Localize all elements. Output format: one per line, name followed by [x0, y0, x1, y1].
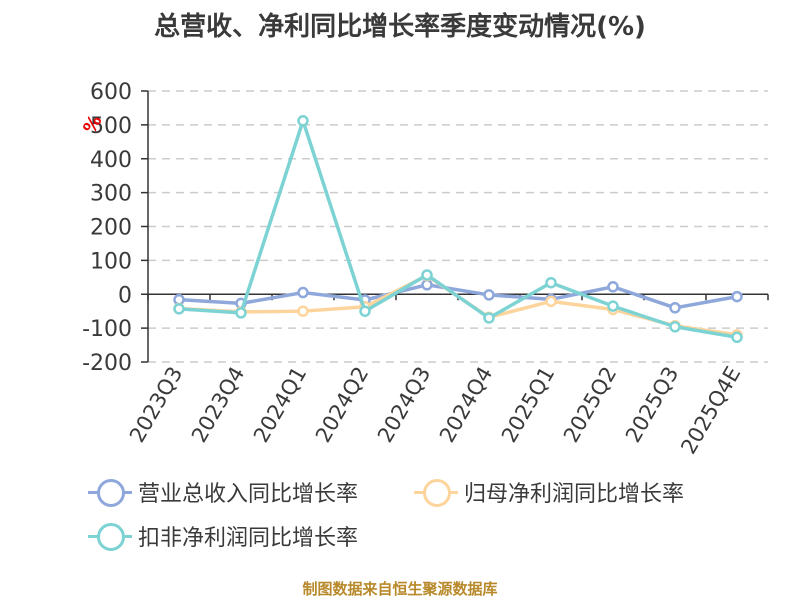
x-tick-label: 2023Q4	[187, 363, 249, 447]
series-2	[173, 115, 743, 344]
x-tick-label: 2024Q1	[249, 363, 311, 447]
y-tick-label: -100	[82, 317, 132, 342]
data-point[interactable]	[421, 279, 433, 291]
x-axis: 2023Q3 2023Q4 2024Q1 2024Q2 2024Q3 2024Q4 2025…	[125, 294, 769, 459]
data-point[interactable]	[607, 281, 619, 293]
y-tick-label: 100	[90, 249, 132, 274]
legend-item-revenue[interactable]: 营业总收入同比增长率	[88, 476, 358, 508]
x-tick-label: 2024Q3	[373, 363, 435, 447]
x-tick-label: 2023Q3	[125, 363, 187, 447]
data-point[interactable]	[297, 286, 309, 299]
data-point[interactable]	[421, 269, 433, 281]
y-tick-label: 300	[90, 182, 132, 207]
legend-item-deducted-net-profit[interactable]: 扣非净利润同比增长率	[88, 520, 358, 552]
data-point[interactable]	[483, 312, 495, 324]
data-point[interactable]	[483, 289, 495, 301]
y-tick-label: -200	[82, 351, 132, 376]
y-tick-label: 500	[90, 114, 132, 139]
legend-item-net-profit[interactable]: 归母净利润同比增长率	[414, 476, 684, 508]
legend-revenue-line-marker-icon	[88, 477, 132, 507]
x-tick-label: 2024Q4	[435, 363, 497, 447]
data-point[interactable]	[359, 305, 371, 317]
x-tick-label: 2025Q4E	[676, 363, 745, 459]
grid-lines	[148, 90, 768, 363]
data-point[interactable]	[731, 331, 743, 344]
series-lines	[173, 115, 743, 344]
data-source-footer: 制图数据来自恒生聚源数据库	[302, 580, 498, 598]
data-point[interactable]	[731, 290, 743, 303]
legend-deducted-net-profit-line-marker-icon	[88, 521, 132, 551]
y-tick-label: 600	[90, 80, 132, 105]
data-point[interactable]	[669, 321, 681, 333]
y-tick-label: 0	[118, 283, 132, 308]
chart-title: 总营收、净利同比增长率季度变动情况(%)	[154, 12, 646, 42]
y-axis: 600 500 400 300 200 100 0 -100 -200	[82, 80, 149, 376]
data-point[interactable]	[669, 302, 681, 314]
data-point[interactable]	[545, 276, 557, 289]
legend-label-net-profit: 归母净利润同比增长率	[464, 482, 685, 507]
x-tick-label: 2025Q3	[621, 363, 683, 447]
data-point[interactable]	[173, 303, 185, 315]
line-chart: 600 500 400 300 200 100 0 -100 -200 2023Q3 2023Q4…	[79, 80, 769, 459]
legend-label-deducted-net-profit: 扣非净利润同比增长率	[138, 526, 359, 551]
series-1	[173, 269, 743, 341]
y-tick-label: 400	[90, 148, 132, 173]
legend-label-revenue: 营业总收入同比增长率	[138, 482, 359, 507]
y-tick-label: 200	[90, 216, 132, 241]
data-point[interactable]	[297, 115, 309, 127]
data-point[interactable]	[297, 305, 309, 317]
data-point[interactable]	[545, 295, 557, 308]
legend-net-profit-line-marker-icon	[414, 477, 458, 507]
data-point[interactable]	[235, 307, 247, 319]
x-tick-label: 2025Q1	[497, 363, 559, 447]
x-tick-label: 2025Q2	[559, 363, 621, 447]
x-tick-label: 2024Q2	[311, 363, 373, 447]
data-point[interactable]	[607, 300, 619, 312]
